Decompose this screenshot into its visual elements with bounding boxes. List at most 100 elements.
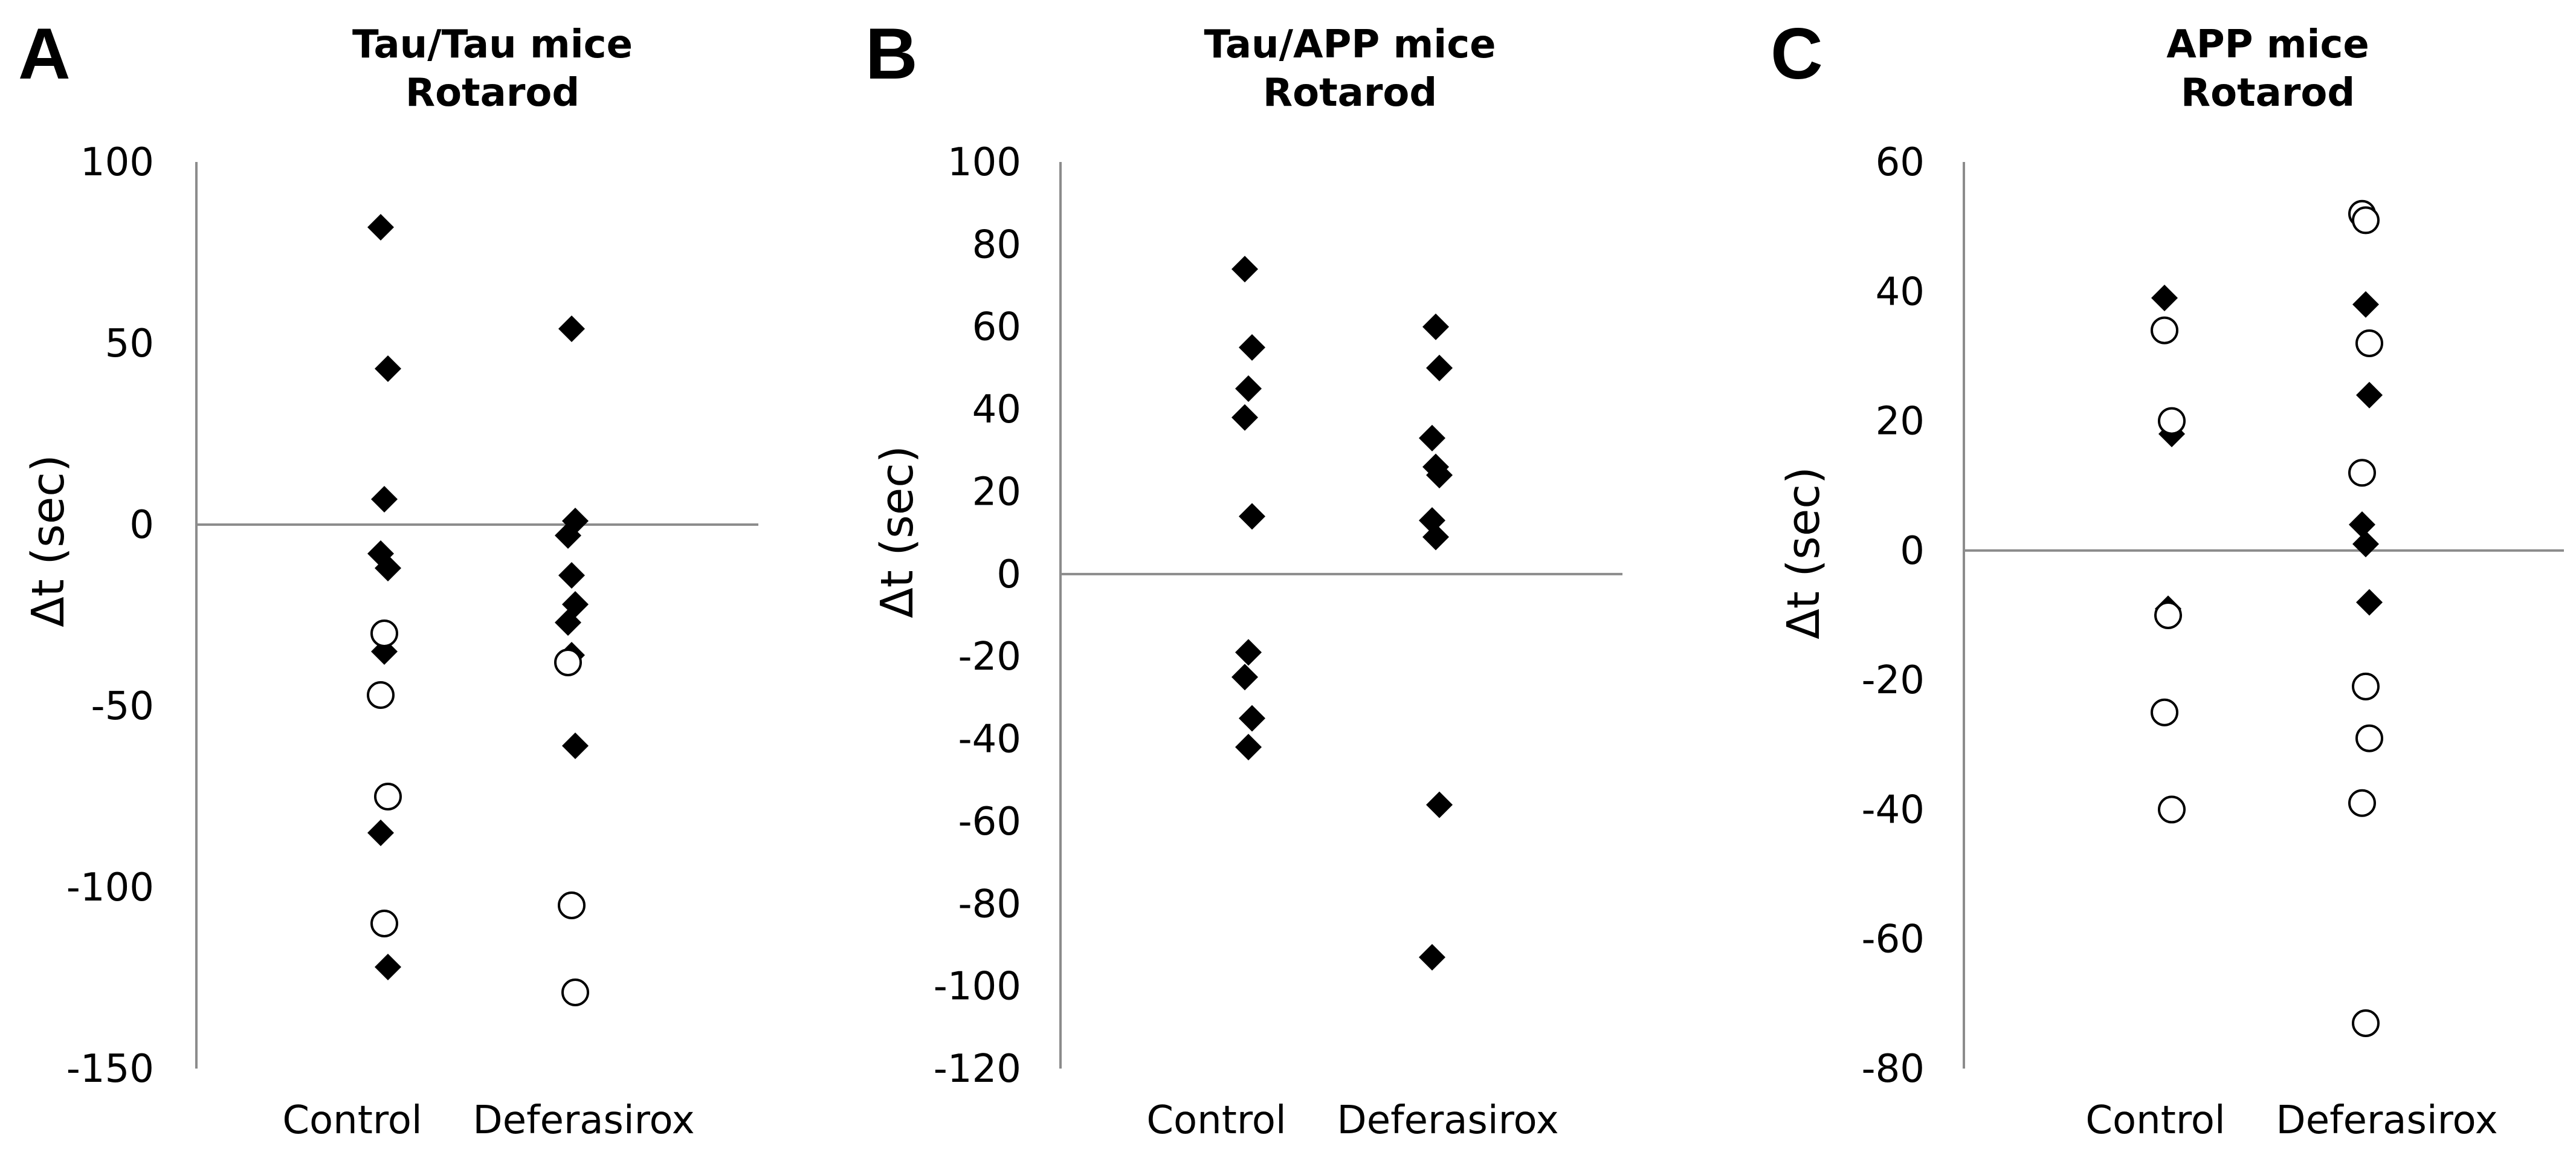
data-point-circle	[2154, 601, 2182, 629]
data-point-diamond	[558, 562, 585, 589]
y-tick-label: 40	[1876, 270, 1925, 314]
data-point-circle	[370, 619, 398, 647]
data-point-diamond	[1232, 404, 1258, 431]
data-point-diamond	[1235, 639, 1262, 666]
data-point-diamond	[371, 486, 398, 513]
panel-b-title-line2: Rotarod	[1263, 71, 1437, 115]
y-tick-label: 80	[972, 222, 1021, 267]
panel-b-y-axis-label: Δt (sec)	[871, 445, 923, 618]
data-point-diamond	[1232, 664, 1258, 691]
y-tick-label: 60	[972, 305, 1021, 350]
y-tick-label: -100	[66, 865, 154, 910]
y-tick-label: 100	[80, 140, 154, 185]
data-point-circle	[2158, 407, 2186, 435]
data-point-diamond	[1419, 943, 1445, 971]
panel-a-title-line2: Rotarod	[405, 71, 579, 115]
data-point-diamond	[375, 954, 401, 980]
y-tick-label: -150	[66, 1047, 154, 1092]
y-tick-label: 60	[1876, 140, 1925, 185]
panel-b-category-deferasirox: Deferasirox	[1337, 1098, 1558, 1143]
y-tick-label: 50	[105, 322, 154, 366]
data-point-diamond	[555, 522, 581, 549]
data-point-diamond	[2356, 589, 2383, 616]
panel-b-markers	[1232, 256, 1453, 971]
data-point-diamond	[562, 733, 589, 759]
y-tick-label: 0	[129, 503, 154, 548]
data-point-diamond	[1426, 462, 1453, 489]
panel-a: A Tau/Tau mice Rotarod Δt (sec) 100 50 0 -5…	[18, 13, 758, 1143]
y-tick-label: -40	[958, 717, 1021, 762]
data-point-circle	[2151, 316, 2178, 344]
data-point-diamond	[367, 820, 394, 846]
data-point-diamond	[2151, 285, 2178, 311]
panel-a-markers	[367, 214, 589, 1006]
data-point-diamond	[1235, 734, 1262, 761]
data-point-circle	[558, 891, 586, 919]
panel-letter-a: A	[18, 13, 71, 94]
data-point-diamond	[1239, 334, 1265, 361]
panel-c-title-line2: Rotarod	[2181, 71, 2355, 115]
data-point-circle	[2355, 724, 2383, 752]
y-tick-label: 20	[972, 470, 1021, 514]
data-point-circle	[2352, 672, 2380, 700]
data-point-diamond	[2349, 511, 2375, 538]
y-tick-label: -40	[1861, 788, 1925, 832]
y-tick-label: 0	[996, 552, 1021, 597]
data-point-circle	[2348, 789, 2376, 817]
panel-c-title-line1: APP mice	[2166, 22, 2369, 67]
data-point-diamond	[367, 214, 394, 241]
panel-c-y-axis-label: Δt (sec)	[1778, 467, 1830, 639]
data-point-circle	[2158, 795, 2186, 824]
data-point-diamond	[2352, 291, 2379, 318]
panel-c-markers	[2151, 199, 2383, 1037]
panel-letter-c: C	[1771, 13, 1823, 94]
data-point-circle	[2352, 1009, 2380, 1037]
data-point-circle	[2352, 206, 2380, 235]
y-tick-label: -60	[958, 800, 1021, 844]
data-point-circle	[554, 649, 582, 676]
y-tick-label: -20	[1861, 658, 1925, 703]
panel-b-y-ticks: 100 80 60 40 20 0 -20 -40 -60 -80 -100 -120	[934, 140, 1021, 1092]
data-point-diamond	[1422, 313, 1449, 340]
y-tick-label: 0	[1900, 529, 1925, 574]
data-point-diamond	[2352, 531, 2379, 558]
data-point-circle	[367, 681, 395, 709]
data-point-diamond	[1426, 354, 1453, 381]
y-tick-label: -120	[934, 1047, 1021, 1092]
data-point-circle	[2151, 698, 2178, 726]
panel-b-title-line1: Tau/APP mice	[1204, 22, 1496, 67]
data-point-diamond	[1239, 705, 1265, 732]
panel-a-y-ticks: 100 50 0 -50 -100 -150	[66, 140, 154, 1092]
panel-c: C APP mice Rotarod Δt (sec) 60 40 20 0 -20 -4…	[1771, 13, 2564, 1143]
panel-a-category-deferasirox: Deferasirox	[473, 1098, 694, 1143]
data-point-circle	[374, 783, 402, 810]
y-tick-label: -80	[1861, 1047, 1925, 1092]
panel-c-category-deferasirox: Deferasirox	[2276, 1098, 2497, 1143]
y-tick-label: -20	[958, 635, 1021, 679]
y-tick-label: -80	[958, 882, 1021, 927]
data-point-diamond	[558, 315, 585, 342]
panel-b: B Tau/APP mice Rotarod Δt (sec) 100 80 60 4…	[865, 13, 1622, 1143]
data-point-diamond	[1419, 424, 1445, 451]
y-tick-label: -60	[1861, 917, 1925, 962]
y-tick-label: 40	[972, 387, 1021, 432]
panel-a-title-line1: Tau/Tau mice	[352, 22, 633, 67]
data-point-circle	[370, 910, 398, 937]
data-point-diamond	[375, 355, 401, 382]
y-tick-label: -50	[91, 684, 154, 729]
panel-c-y-ticks: 60 40 20 0 -20 -40 -60 -80	[1861, 140, 1925, 1092]
panel-a-y-axis-label: Δt (sec)	[22, 454, 74, 627]
data-point-circle	[2348, 459, 2376, 487]
data-point-diamond	[1239, 503, 1265, 530]
data-point-diamond	[555, 609, 581, 636]
data-point-diamond	[375, 555, 401, 581]
y-tick-label: 100	[947, 140, 1021, 185]
panel-letter-b: B	[865, 13, 918, 94]
panel-a-category-control: Control	[282, 1098, 422, 1143]
panel-b-category-control: Control	[1146, 1098, 1286, 1143]
data-point-diamond	[1235, 375, 1262, 402]
y-tick-label: -100	[934, 965, 1021, 1009]
data-point-circle	[2355, 329, 2383, 357]
panel-c-category-control: Control	[2085, 1098, 2225, 1143]
